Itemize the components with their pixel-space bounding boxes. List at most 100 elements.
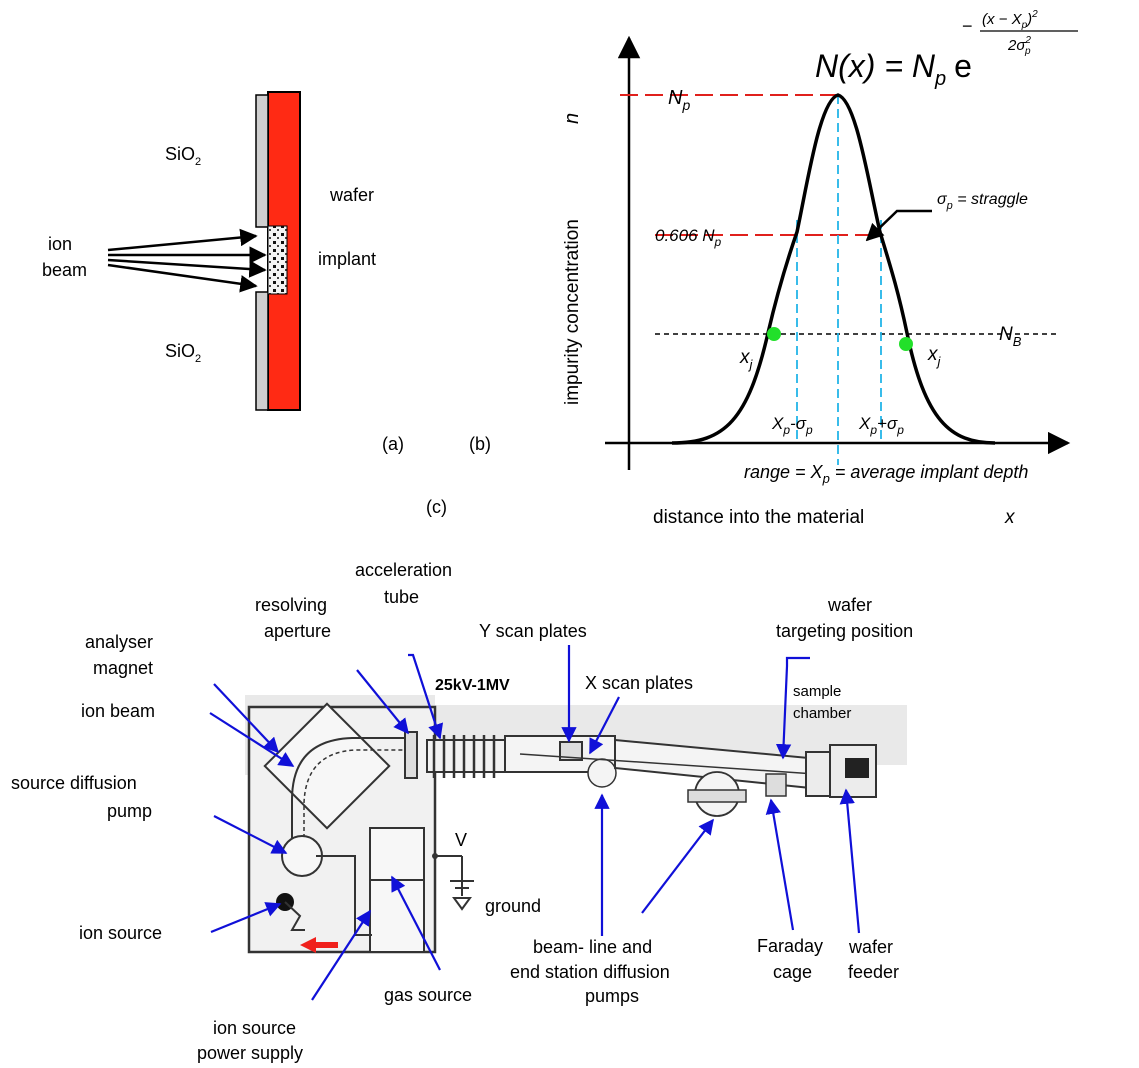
arrow-x-scan [589, 696, 620, 755]
label-sample-line2: chamber [793, 705, 851, 722]
label-analyser-line1: analyser [85, 632, 153, 652]
junction-dot-right [899, 337, 913, 351]
label-wafer-target-line2: targeting position [776, 621, 913, 641]
x-axis-variable: x [1004, 507, 1016, 528]
peak-label: Np [668, 87, 690, 113]
ground-node [432, 853, 438, 859]
label-pumps-line2: end station diffusion [510, 962, 670, 982]
panel-c: (c) [11, 497, 913, 1063]
red-direction-arrow [300, 937, 338, 953]
arrow-gas-source [391, 875, 441, 971]
junction-dot-left [767, 327, 781, 341]
gaussian-profile-curve [671, 93, 996, 445]
label-faraday-line1: Faraday [757, 936, 823, 956]
formula-exponent-denominator: 2σ2 p [1007, 35, 1031, 57]
label-analyser-line2: magnet [93, 658, 153, 678]
ion-beam-label-line2: beam [42, 260, 87, 280]
oxide-top-label: SiO2 [165, 144, 201, 168]
label-ion-beam: ion beam [81, 701, 155, 721]
power-supply-box [369, 827, 425, 881]
panel-a-tag: (a) [382, 434, 404, 454]
label-wafer-target-line1: wafer [827, 595, 872, 615]
formula: N(x) = Np e [815, 48, 972, 90]
implant-label: implant [318, 249, 376, 269]
y-axis-variable: n [561, 113, 583, 124]
ion-source-stand [284, 901, 305, 931]
label-gas-source: gas source [384, 985, 472, 1005]
arrow-faraday [765, 798, 795, 931]
oxide-top-layer [255, 94, 269, 228]
label-v: V [455, 830, 467, 850]
implant-region [267, 225, 288, 295]
beam-path-curve [291, 737, 415, 838]
label-voltage: 25kV-1MV [435, 677, 510, 694]
beam-path-curve-outer [303, 749, 415, 838]
wafer-feeder-window [845, 758, 869, 778]
arrow-power-supply [311, 909, 371, 1001]
label-y-scan: Y scan plates [479, 621, 587, 641]
callout-arrows [209, 645, 861, 1001]
panel-b: (b) N(x) = Np e − (x − Xp)2 2σ2 p [469, 9, 1078, 528]
label-feeder-line1: wafer [848, 937, 893, 957]
acceleration-tube-rings [432, 735, 496, 778]
label-feeder-line2: feeder [848, 962, 899, 982]
oxide-bottom-layer [255, 291, 269, 411]
label-ground: ground [485, 896, 541, 916]
label-source-pump-line1: source diffusion [11, 773, 137, 793]
beamline-pump-1 [587, 758, 617, 788]
arrow-resolving [356, 669, 409, 735]
formula-exponent-numerator: (x − Xp)2 [982, 9, 1038, 31]
ion-beam-label-line1: ion [48, 234, 72, 254]
oxide-bottom-label: SiO2 [165, 341, 201, 365]
resolving-aperture-body [404, 731, 418, 779]
sample-chamber-body [805, 751, 831, 797]
panel-a: SiO2 SiO2 wafer ion beam implant (a) [42, 91, 404, 454]
acceleration-tube [426, 739, 506, 773]
junction-label-left: xj [739, 347, 754, 372]
label-accel-line2: tube [384, 587, 419, 607]
beamline-centerline [519, 753, 831, 776]
analyser-magnet-body [263, 702, 391, 830]
sigma-label: σp = straggle [937, 191, 1028, 212]
panel-b-tag: (b) [469, 434, 491, 454]
label-power-supply-line2: power supply [197, 1043, 303, 1063]
label-faraday-line2: cage [773, 962, 812, 982]
gas-source-box [369, 879, 425, 953]
range-label: range = Xp = average implant depth [744, 462, 1028, 486]
junction-label-right: xj [927, 344, 942, 369]
label-resolving-line1: resolving [255, 595, 327, 615]
source-wiring [316, 855, 372, 936]
arrow-accel [408, 653, 444, 740]
label-power-supply-line1: ion source [213, 1018, 296, 1038]
formula-exponent-sign: − [962, 16, 973, 36]
arrow-wafer-target [775, 656, 810, 760]
fraction-label: 0.606 Np [655, 226, 722, 249]
x-axis-label: distance into the material [653, 507, 864, 528]
label-sample-line1: sample [793, 683, 841, 700]
arrow-source-pump [213, 815, 288, 854]
ion-beam-arrows [107, 228, 267, 293]
arrow-ion-source [210, 902, 282, 934]
label-x-scan: X scan plates [585, 673, 693, 693]
minus-sigma-label: Xp-σp [771, 414, 813, 437]
implanter-photo-background-top2 [420, 707, 907, 717]
panel-c-tag: (c) [426, 497, 447, 517]
arrow-analyser [213, 683, 280, 754]
plus-sigma-label: Xp+σp [858, 414, 904, 437]
sigma-pointer-arrow [865, 209, 932, 242]
arrow-ion-beam [209, 712, 295, 767]
label-pumps-line3: pumps [585, 986, 639, 1006]
faraday-cage-body [765, 773, 787, 797]
arrow-pump-2 [641, 818, 714, 914]
end-station-flange [687, 789, 747, 803]
label-resolving-line2: aperture [264, 621, 331, 641]
label-source-pump-line2: pump [107, 801, 152, 821]
background-label: NB [999, 324, 1022, 349]
y-axis-label: impurity concentration [562, 219, 583, 405]
wafer-label: wafer [329, 185, 374, 205]
label-accel-line1: acceleration [355, 560, 452, 580]
ground-symbol [452, 897, 472, 911]
label-ion-source: ion source [79, 923, 162, 943]
label-pumps-line1: beam- line and [533, 937, 652, 957]
